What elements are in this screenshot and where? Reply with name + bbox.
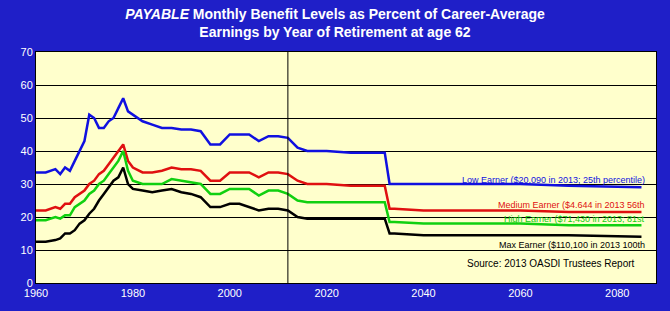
svg-text:Source: 2013 OASDI Trustees Re: Source: 2013 OASDI Trustees Report [467, 258, 635, 269]
svg-text:0: 0 [27, 277, 33, 289]
svg-text:70: 70 [21, 46, 33, 58]
svg-text:High Earner ($71,430 in 2013;: High Earner ($71,430 in 2013; 81st [504, 214, 645, 224]
svg-text:30: 30 [21, 178, 33, 190]
svg-text:2080: 2080 [605, 287, 629, 299]
svg-text:40: 40 [21, 145, 33, 157]
svg-text:2060: 2060 [508, 287, 532, 299]
svg-text:Max Earner ($110,100 in 2013 1: Max Earner ($110,100 in 2013 100th [499, 240, 645, 250]
svg-text:2000: 2000 [218, 287, 242, 299]
svg-text:PAYABLE Monthly Benefit Levels: PAYABLE Monthly Benefit Levels as Percen… [125, 6, 545, 40]
svg-text:20: 20 [21, 211, 33, 223]
svg-text:1960: 1960 [24, 287, 48, 299]
svg-text:60: 60 [21, 79, 33, 91]
svg-text:2040: 2040 [411, 287, 435, 299]
svg-text:50: 50 [21, 112, 33, 124]
svg-text:Low Earner ($20,090 in 2013; 2: Low Earner ($20,090 in 2013; 25th percen… [462, 175, 645, 185]
svg-text:1980: 1980 [121, 287, 145, 299]
svg-text:10: 10 [21, 244, 33, 256]
svg-text:Medium Earner ($4.644 in 2013: Medium Earner ($4.644 in 2013 56th [498, 200, 645, 210]
svg-text:2020: 2020 [314, 287, 338, 299]
